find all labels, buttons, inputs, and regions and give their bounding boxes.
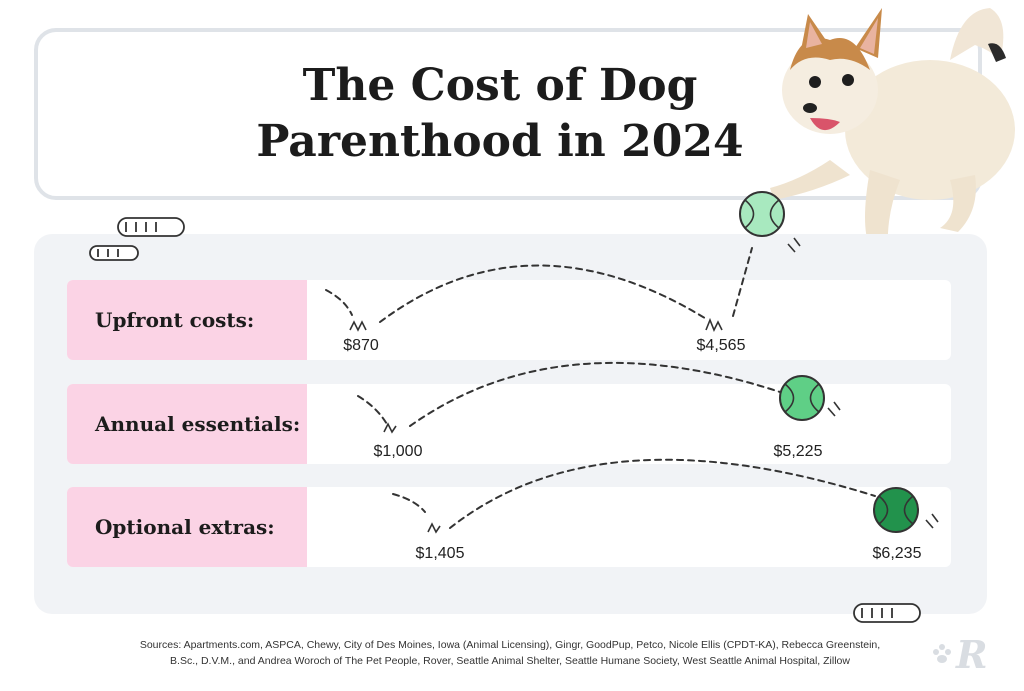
arc-upfront-drop [732, 247, 753, 317]
ball-upfront-high [739, 191, 801, 253]
value-optional-low: $1,405 [415, 545, 465, 562]
sources-note: Sources: Apartments.com, ASPCA, Chewy, C… [110, 637, 910, 669]
sources-line-1: Sources: Apartments.com, ASPCA, Chewy, C… [139, 639, 881, 651]
coin-stack-top-left [89, 217, 185, 261]
row-label-annual: Annual essentials: [67, 384, 307, 464]
title-line-2: Parenthood in 2024 [256, 116, 744, 167]
row-label-optional: Optional extras: [67, 487, 307, 567]
title-line-1: The Cost of Dog [302, 60, 698, 111]
arc-annual-main [409, 361, 781, 427]
value-annual-high: $5,225 [773, 443, 823, 460]
arc-annual-lead [357, 395, 389, 427]
burst-upfront-low [349, 320, 367, 332]
coin-bottom-right [853, 603, 921, 623]
sources-line-2: B.Sc., D.V.M., and Andrea Woroch of The … [170, 655, 850, 667]
dog-illustration [770, 8, 1015, 250]
value-annual-low: $1,000 [373, 443, 423, 460]
ball-optional-high [873, 487, 939, 533]
page-title: The Cost of Dog Parenthood in 2024 [200, 58, 800, 170]
value-upfront-low: $870 [343, 337, 379, 354]
value-upfront-high: $4,565 [696, 337, 746, 354]
row-optional: Optional extras: [67, 487, 951, 567]
value-optional-high: $6,235 [872, 545, 922, 562]
burst-annual-low [383, 422, 397, 434]
arc-upfront [325, 289, 353, 316]
burst-optional-low [427, 522, 441, 534]
row-upfront: Upfront costs: [67, 280, 951, 360]
arc-optional-lead [392, 493, 426, 513]
rover-logo-icon: R [933, 632, 988, 674]
row-label-upfront: Upfront costs: [67, 280, 307, 360]
logo-letter: R [955, 632, 988, 674]
arc-optional-main [449, 458, 876, 529]
arc-upfront-main [379, 264, 709, 323]
ball-annual-high [779, 375, 841, 421]
burst-upfront-high [705, 317, 723, 332]
